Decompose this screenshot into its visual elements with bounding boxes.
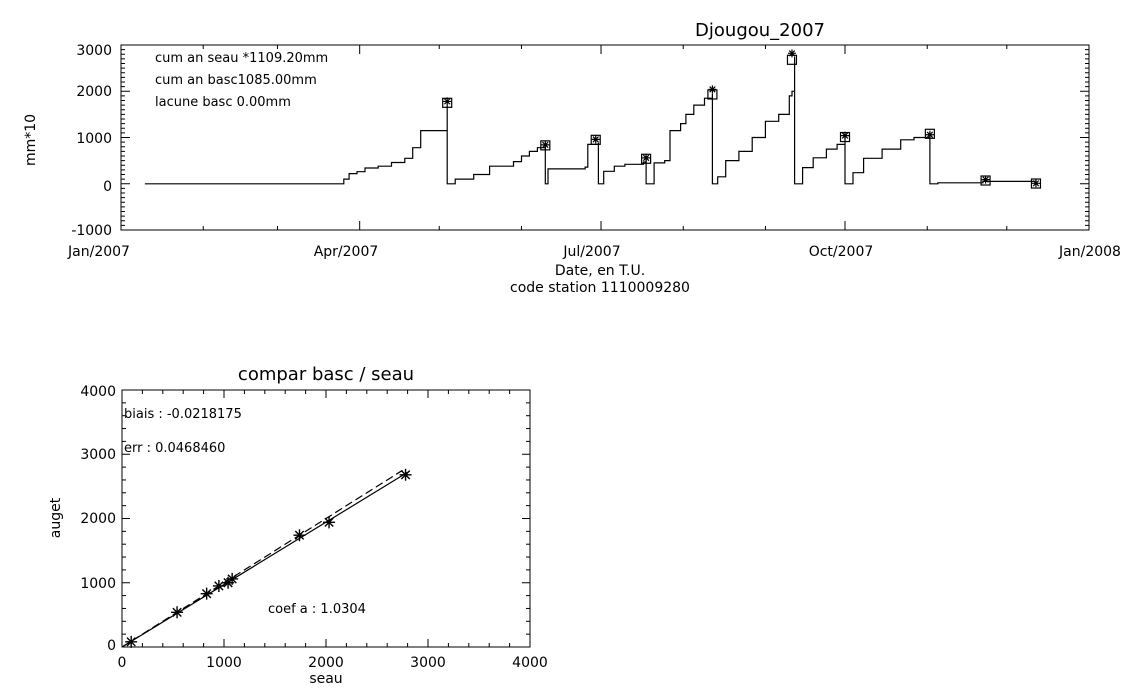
scatter-point xyxy=(323,516,336,529)
bottom-y-tick-label: 2000 xyxy=(80,511,116,527)
bottom-y-axis-label: auget xyxy=(48,497,64,538)
star-marker xyxy=(787,49,796,58)
scatter-point xyxy=(171,606,184,619)
star-marker xyxy=(443,97,452,106)
top-x-axis-label: Date, en T.U. xyxy=(555,263,645,279)
bottom-fit-lines xyxy=(121,469,408,648)
bottom-data-points xyxy=(125,468,412,648)
bottom-axis-ticks xyxy=(121,389,531,648)
square-marker xyxy=(1030,178,1042,189)
top-y-tick-label: 1000 xyxy=(76,131,112,147)
scatter-point xyxy=(200,587,213,600)
star-marker xyxy=(591,135,600,144)
top-data-markers xyxy=(442,49,1042,189)
star-marker xyxy=(708,85,717,94)
top-y-tick-label: -1000 xyxy=(71,223,112,239)
top-axis-ticks xyxy=(120,44,1090,231)
annotation-biais: biais : -0.0218175 xyxy=(124,407,242,422)
top-x-tick-label: Jan/2008 xyxy=(1058,244,1121,260)
top-data-series xyxy=(144,56,1037,185)
top-y-tick-label: 0 xyxy=(103,179,112,195)
annotation-cum-seau: cum an seau *1109.20mm xyxy=(155,51,328,66)
top-y-axis-label: mm*10 xyxy=(23,114,39,166)
bottom-y-tick-label: 0 xyxy=(107,638,116,654)
bottom-y-tick-label: 4000 xyxy=(80,384,116,400)
bottom-x-tick-label: 4000 xyxy=(512,655,548,671)
bottom-x-axis-label: seau xyxy=(309,671,342,687)
top-x-tick-label: Jul/2007 xyxy=(562,244,620,260)
top-x-tick-label: Apr/2007 xyxy=(314,244,379,260)
bottom-x-tick-label: 2000 xyxy=(308,655,344,671)
annotation-coef: coef a : 1.0304 xyxy=(268,602,366,617)
star-marker xyxy=(981,175,990,184)
scatter-point xyxy=(125,635,138,648)
top-y-tick-label: 2000 xyxy=(76,84,112,100)
top-x-axis-sublabel: code station 1110009280 xyxy=(510,280,690,296)
regression-line xyxy=(121,471,408,648)
bottom-chart-title: compar basc / seau xyxy=(238,364,414,385)
star-marker xyxy=(841,131,850,140)
bottom-x-tick-label: 0 xyxy=(118,655,127,671)
annotation-err: err : 0.0468460 xyxy=(124,441,225,456)
top-x-tick-label: Jan/2007 xyxy=(67,244,130,260)
scatter-point xyxy=(293,529,306,542)
star-marker xyxy=(642,153,651,162)
bottom-x-tick-label: 1000 xyxy=(206,655,242,671)
top-y-tick-label: 3000 xyxy=(76,43,112,59)
identity-dashed-line xyxy=(121,469,403,648)
square-marker xyxy=(540,140,551,151)
top-series-line xyxy=(144,56,1037,185)
top-x-tick-label: Oct/2007 xyxy=(809,244,874,260)
scatter-point xyxy=(212,579,225,592)
bottom-x-tick-label: 3000 xyxy=(410,655,446,671)
star-marker xyxy=(1031,179,1040,188)
square-marker xyxy=(590,134,601,145)
scatter-point xyxy=(226,572,239,585)
annotation-lacune-basc: lacune basc 0.00mm xyxy=(155,95,291,110)
top-chart-title: Djougou_2007 xyxy=(695,20,825,41)
star-marker xyxy=(925,130,934,139)
bottom-chart: compar basc / seau 4000 3000 2000 1000 0… xyxy=(48,364,548,687)
annotation-cum-basc: cum an basc1085.00mm xyxy=(155,73,317,88)
bottom-y-tick-label: 3000 xyxy=(80,447,116,463)
scatter-point xyxy=(399,468,412,481)
bottom-y-tick-label: 1000 xyxy=(80,576,116,592)
star-marker xyxy=(541,140,550,149)
top-chart: Djougou_2007 3000 2000 1000 0 -1000 Jan/… xyxy=(23,20,1121,296)
